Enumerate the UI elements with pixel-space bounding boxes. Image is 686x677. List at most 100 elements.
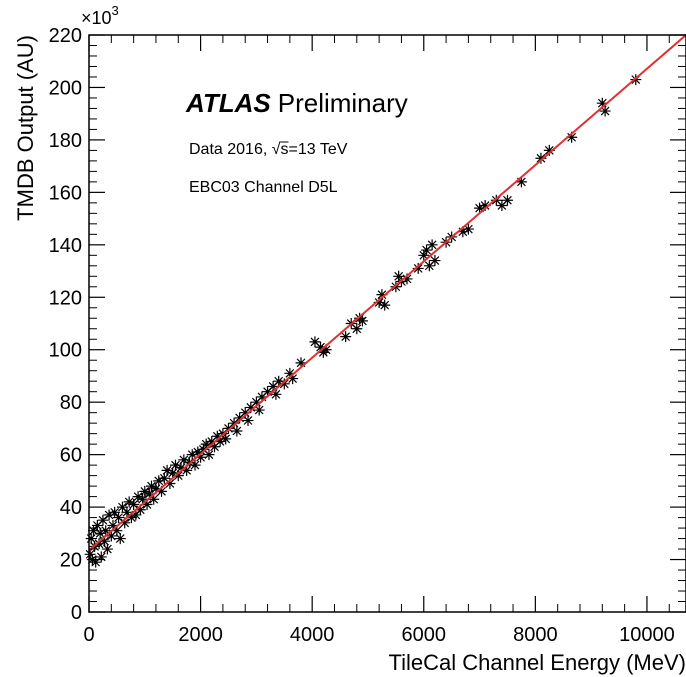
data-point-42 [167, 467, 179, 479]
data-point-81 [315, 341, 327, 353]
data-point-11 [99, 535, 111, 547]
data-point-74 [270, 388, 282, 400]
axis-ticks [88, 34, 686, 613]
data-point-57 [209, 441, 221, 453]
data-point-96 [412, 262, 424, 274]
data-point-99 [423, 260, 435, 272]
data-point-86 [351, 323, 363, 335]
fit-line-group [88, 34, 686, 552]
y-tick-label-7: 140 [49, 235, 82, 257]
data-point-9 [95, 551, 107, 563]
data-point-46 [178, 454, 190, 466]
data-point-84 [340, 331, 352, 343]
data-point-3 [87, 525, 99, 537]
data-point-112 [535, 152, 547, 164]
data-point-17 [109, 506, 121, 518]
y-axis-multiplier-exponent: 3 [112, 3, 119, 18]
data-point-90 [376, 289, 388, 301]
data-point-34 [145, 480, 157, 492]
data-point-114 [566, 131, 578, 143]
x-tick-label-0: 0 [83, 624, 94, 646]
data-point-93 [393, 270, 405, 282]
data-point-6 [91, 519, 103, 531]
data-point-54 [200, 438, 212, 450]
data-point-31 [139, 485, 151, 497]
data-point-73 [267, 380, 279, 392]
data-point-38 [156, 485, 168, 497]
fit-line [88, 34, 686, 552]
data-point-76 [278, 378, 290, 390]
x-tick-label-4: 8000 [513, 624, 558, 646]
data-point-47 [181, 464, 193, 476]
data-point-78 [287, 373, 299, 385]
data-point-16 [107, 519, 119, 531]
data-point-65 [234, 412, 246, 424]
data-point-0 [84, 548, 96, 560]
data-point-55 [203, 449, 215, 461]
data-point-32 [141, 498, 153, 510]
data-point-19 [113, 512, 125, 524]
data-point-107 [479, 199, 491, 211]
y-tick-label-6: 120 [49, 287, 82, 309]
data-point-56 [206, 436, 218, 448]
data-point-15 [105, 530, 117, 542]
y-tick-label-9: 180 [49, 130, 82, 152]
tick-labels: 0 2000 4000 6000 8000 10000 0 20 40 60 80 100 120 140… [49, 25, 675, 646]
data-point-50 [189, 459, 201, 471]
data-point-77 [284, 367, 296, 379]
data-point-7 [93, 538, 105, 550]
data-point-10 [97, 514, 109, 526]
data-point-71 [256, 391, 268, 403]
data-point-12 [100, 525, 112, 537]
data-point-59 [214, 436, 226, 448]
channel-label: EBC03 Channel D5L [189, 179, 338, 196]
data-point-104 [457, 226, 469, 238]
data-point-69 [250, 396, 262, 408]
atlas-label-bold: ATLAS [185, 88, 271, 118]
data-point-8 [94, 527, 106, 539]
data-point-98 [421, 244, 433, 256]
x-tick-label-3: 6000 [402, 624, 447, 646]
data-point-68 [245, 401, 257, 413]
data-point-75 [273, 375, 285, 387]
data-point-25 [125, 512, 137, 524]
y-axis-multiplier: ×103 [81, 3, 119, 28]
data-point-67 [242, 415, 254, 427]
data-point-20 [114, 533, 126, 545]
y-tick-label-2: 40 [60, 497, 82, 519]
data-point-110 [501, 194, 513, 206]
data-point-66 [239, 407, 251, 419]
x-tick-label-1: 2000 [178, 624, 223, 646]
data-point-109 [496, 199, 508, 211]
data-label: Data 2016, [189, 141, 272, 158]
data-point-105 [462, 223, 474, 235]
data-points [84, 74, 642, 568]
x-axis-title: TileCal Channel Energy (MeV) [388, 650, 686, 675]
y-tick-label-3: 60 [60, 445, 82, 467]
data-point-83 [320, 344, 332, 356]
data-point-5 [90, 556, 102, 568]
y-tick-label-8: 160 [49, 182, 82, 204]
data-point-106 [474, 202, 486, 214]
data-point-35 [148, 493, 160, 505]
data-point-44 [172, 470, 184, 482]
data-point-22 [119, 517, 131, 529]
y-tick-label-0: 0 [71, 602, 82, 624]
data-point-64 [231, 425, 243, 437]
data-point-89 [373, 297, 385, 309]
x-tick-label-2: 4000 [290, 624, 335, 646]
y-tick-label-10: 200 [49, 77, 82, 99]
data-point-97 [418, 249, 430, 261]
data-point-33 [143, 488, 155, 500]
data-point-37 [153, 475, 165, 487]
data-point-63 [228, 417, 240, 429]
data-point-29 [134, 504, 146, 516]
atlas-label: ATLAS Preliminary [185, 88, 408, 118]
data-energy-label: Data 2016, √s=13 TeV [189, 141, 348, 158]
data-point-115 [596, 97, 608, 109]
data-point-39 [158, 472, 170, 484]
data-point-58 [211, 430, 223, 442]
data-point-61 [220, 433, 232, 445]
sqrt-symbol: √ [272, 141, 281, 158]
sqrt-s: s [281, 141, 289, 158]
